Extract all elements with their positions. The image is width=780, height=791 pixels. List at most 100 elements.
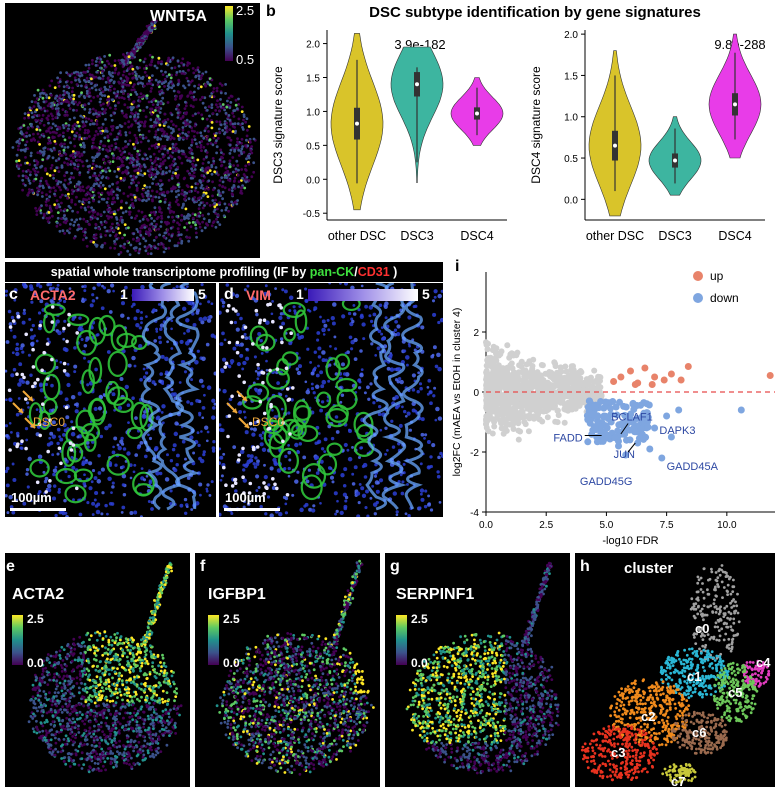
umap-point xyxy=(152,210,156,214)
umap-point xyxy=(126,249,130,253)
umap-point xyxy=(98,148,101,152)
umap-point xyxy=(106,197,110,201)
nucleus xyxy=(366,514,370,517)
umap-point xyxy=(157,150,161,153)
umap-point xyxy=(213,170,217,174)
panel-a-umap xyxy=(5,3,260,258)
umap-point xyxy=(170,120,173,123)
umap-point xyxy=(92,194,96,197)
pan-ck-cell xyxy=(64,484,87,504)
umap-point xyxy=(157,61,160,65)
umap-point xyxy=(142,39,145,43)
umap-point xyxy=(72,108,75,112)
umap-point xyxy=(42,100,46,104)
umap-point xyxy=(116,187,119,191)
umap-point xyxy=(147,139,150,143)
nucleus xyxy=(210,415,216,420)
umap-point xyxy=(176,203,180,206)
nucleus xyxy=(21,320,26,325)
umap-point xyxy=(243,186,247,190)
umap-point xyxy=(156,83,160,87)
umap-point xyxy=(200,184,204,187)
nucleus xyxy=(362,337,366,341)
umap-point xyxy=(198,203,201,207)
nucleus xyxy=(175,462,179,467)
umap-point xyxy=(121,211,125,215)
nucleus xyxy=(199,302,202,306)
umap-point xyxy=(38,121,42,125)
umap-point xyxy=(146,194,149,198)
nucleus xyxy=(378,303,383,308)
umap-point xyxy=(67,94,71,98)
nucleus xyxy=(95,296,99,300)
umap-point xyxy=(80,152,84,156)
nucleus xyxy=(77,391,82,396)
umap-point xyxy=(128,72,131,76)
umap-point xyxy=(164,198,168,201)
umap-point xyxy=(178,132,182,136)
umap-point xyxy=(136,152,139,156)
umap-point xyxy=(113,200,116,204)
umap-point xyxy=(157,109,160,113)
nucleus xyxy=(270,312,274,316)
umap-point xyxy=(94,112,98,115)
umap-point xyxy=(82,217,86,221)
umap-point xyxy=(128,161,132,165)
umap-point xyxy=(94,75,98,79)
nucleus xyxy=(30,300,34,304)
umap-point xyxy=(93,171,97,175)
umap-point xyxy=(127,120,131,124)
umap-point xyxy=(81,200,85,204)
nucleus xyxy=(50,383,54,388)
umap-point xyxy=(188,236,192,240)
nucleus xyxy=(5,469,8,474)
umap-point xyxy=(240,147,244,151)
umap-point xyxy=(60,102,63,105)
nucleus xyxy=(61,329,65,333)
umap-point xyxy=(40,117,44,121)
nucleus xyxy=(344,495,349,500)
umap-point xyxy=(156,128,160,132)
umap-point xyxy=(62,93,65,97)
umap-point xyxy=(178,156,182,160)
umap-point xyxy=(208,114,211,118)
umap-point xyxy=(216,99,219,103)
nucleus xyxy=(427,494,431,498)
umap-point xyxy=(31,115,34,119)
nucleus xyxy=(260,351,264,355)
umap-point xyxy=(186,94,190,98)
umap-point xyxy=(135,168,139,172)
umap-point xyxy=(114,107,117,111)
violin-y-tick-label: 1.0 xyxy=(564,113,578,124)
nucleus xyxy=(42,470,46,474)
umap-point xyxy=(25,175,29,179)
umap-point xyxy=(91,156,94,159)
umap-point xyxy=(46,147,50,151)
nucleus xyxy=(230,511,234,516)
umap-point xyxy=(144,136,148,140)
umap-point xyxy=(188,120,192,124)
umap-point xyxy=(24,143,27,147)
nucleus xyxy=(329,475,335,480)
umap-point xyxy=(140,165,143,168)
umap-point xyxy=(66,196,69,200)
umap-point xyxy=(35,128,39,131)
nucleus xyxy=(434,364,439,369)
umap-point xyxy=(176,221,179,225)
umap-point xyxy=(236,199,240,202)
nucleus xyxy=(93,498,97,502)
nucleus xyxy=(220,474,224,478)
umap-point xyxy=(82,189,86,193)
nucleus xyxy=(185,341,190,346)
nucleus xyxy=(402,349,407,353)
umap-point xyxy=(174,142,178,146)
umap-point xyxy=(144,191,148,195)
umap-point xyxy=(155,172,159,176)
nucleus xyxy=(419,492,423,496)
nucleus xyxy=(135,322,140,328)
nucleus xyxy=(38,383,43,388)
nucleus xyxy=(341,362,345,367)
umap-point xyxy=(132,117,136,121)
umap-point xyxy=(158,90,161,94)
